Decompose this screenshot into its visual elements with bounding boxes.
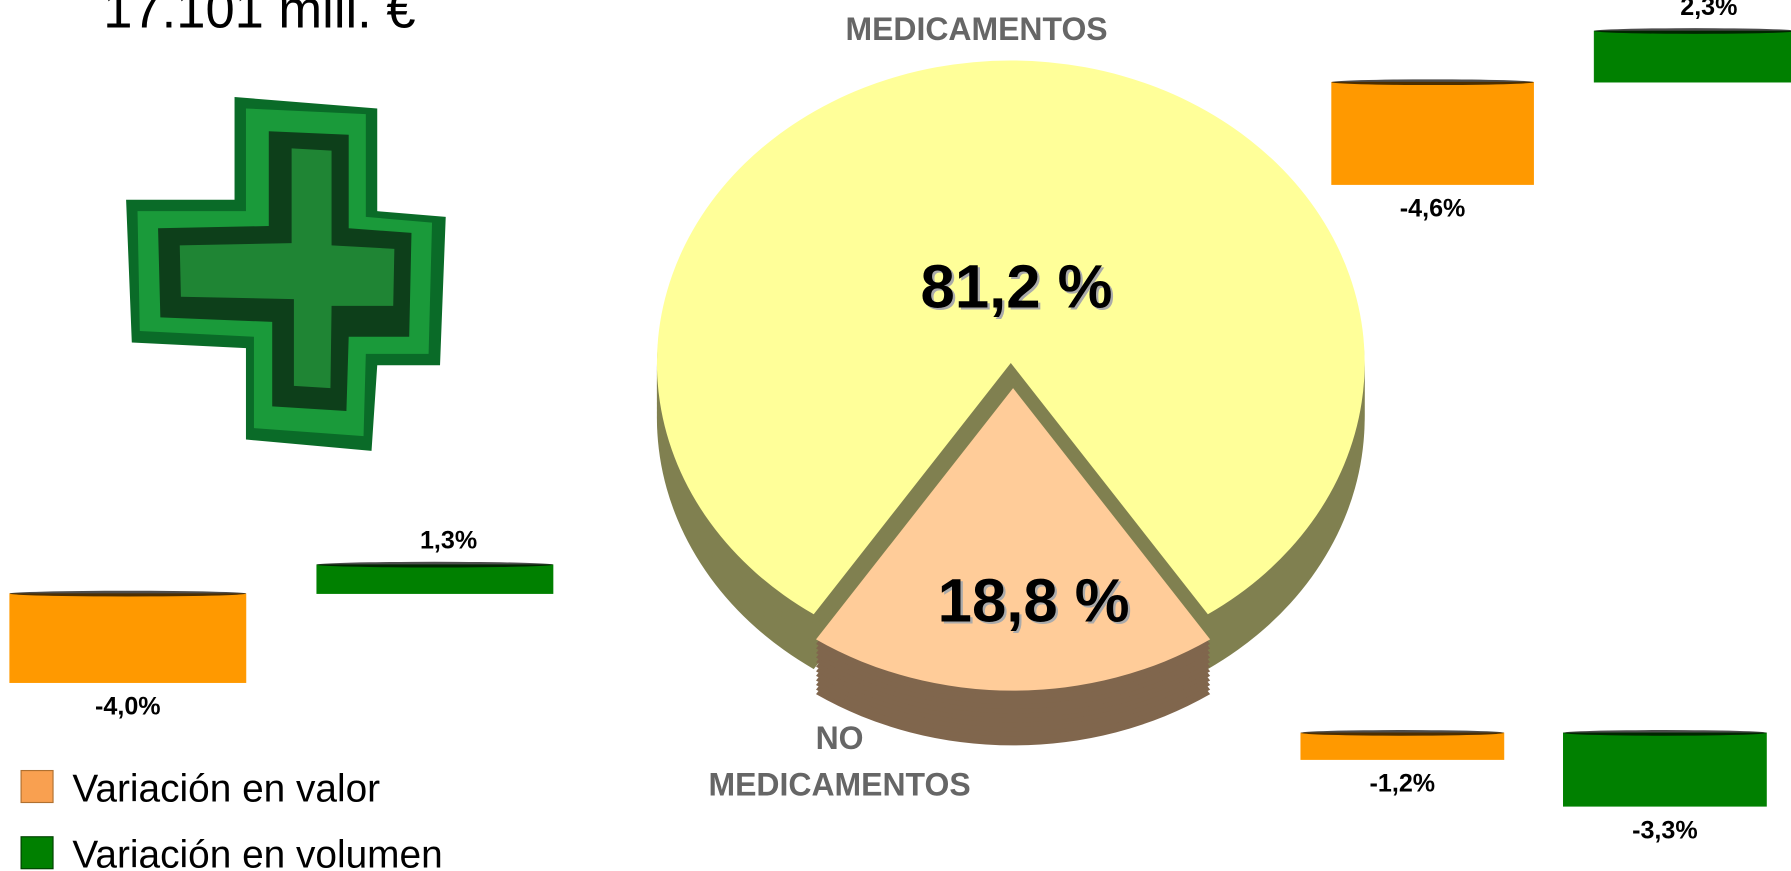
- bar: [1563, 732, 1767, 807]
- legend-label: Variación en volumen: [72, 834, 442, 871]
- bar-top: [1594, 28, 1791, 34]
- bar-value-label: -4,6%: [1400, 195, 1466, 223]
- bar-top: [316, 561, 554, 568]
- bar-value-label: 2,3%: [1680, 0, 1737, 21]
- bar: [9, 593, 247, 683]
- bar-value-label: 1,3%: [420, 527, 477, 555]
- value-label: 81,2 %: [921, 252, 1113, 321]
- pie-slice: [656, 60, 1365, 615]
- bar-value-label: -3,3%: [1632, 816, 1698, 844]
- category-label: MEDICAMENTOS: [845, 11, 1107, 47]
- label-line: NO: [816, 720, 864, 756]
- slide-title: 17.101 mill. €: [103, 0, 415, 39]
- bar: [1593, 30, 1791, 83]
- label-line: MEDICAMENTOS: [708, 767, 970, 803]
- bar-top: [1331, 79, 1534, 86]
- bar-top: [1563, 730, 1767, 736]
- value-label-shadow: 18,8 %: [940, 569, 1132, 638]
- bar: [1331, 81, 1534, 185]
- category-label: NO MEDICAMENTOS: [708, 720, 970, 803]
- legend-label: Variación en valor: [72, 767, 380, 810]
- bar-top: [9, 590, 246, 597]
- pie-slice: [816, 388, 1211, 691]
- legend-swatch: [20, 769, 54, 804]
- bar-value-label: -4,0%: [95, 693, 161, 721]
- bar: [1300, 732, 1505, 760]
- legend-swatch: [20, 836, 54, 870]
- bar-value-label: -1,2%: [1370, 770, 1436, 798]
- legend: Variación en valor Variación en volumen: [20, 767, 443, 871]
- pharmacy-cross: [126, 97, 446, 451]
- bar-top: [1300, 730, 1504, 736]
- value-label-shadow: 81,2 %: [923, 255, 1115, 324]
- value-label: 18,8 %: [938, 566, 1130, 635]
- bar: [316, 564, 554, 594]
